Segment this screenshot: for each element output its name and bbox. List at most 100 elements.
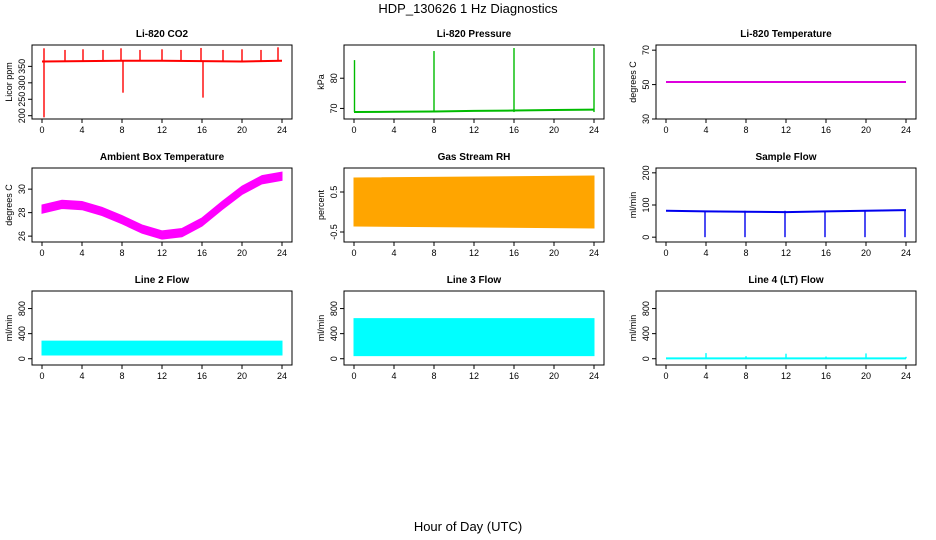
x-tick-label: 20 <box>549 371 559 381</box>
x-tick-label: 20 <box>861 371 871 381</box>
x-tick-label: 8 <box>743 125 748 135</box>
y-tick-label: 350 <box>17 59 27 74</box>
panel-frame <box>655 167 917 243</box>
y-tick-label: 800 <box>641 301 651 316</box>
x-tick-label: 12 <box>781 248 791 258</box>
series-band <box>41 340 283 356</box>
x-tick-label: 8 <box>431 248 436 258</box>
y-tick-label: 200 <box>17 108 27 123</box>
x-tick-label: 8 <box>119 371 124 381</box>
x-tick-label: 4 <box>79 371 84 381</box>
y-tick-label: 50 <box>641 80 651 90</box>
y-axis-label: ml/min <box>628 192 638 219</box>
y-tick-label: 800 <box>329 301 339 316</box>
y-tick-label: 0 <box>17 356 27 361</box>
y-tick-label: 0 <box>641 235 651 240</box>
panel-title: Line 2 Flow <box>135 275 190 286</box>
x-tick-label: 16 <box>197 125 207 135</box>
y-axis-label: ml/min <box>628 315 638 342</box>
x-tick-label: 12 <box>781 371 791 381</box>
y-axis-label: ml/min <box>316 315 326 342</box>
x-tick-label: 24 <box>589 371 599 381</box>
series-line <box>665 209 907 214</box>
y-tick-label: 400 <box>329 326 339 341</box>
plot-area <box>41 340 283 356</box>
x-tick-label: 24 <box>277 125 287 135</box>
y-tick-label: 30 <box>641 114 651 124</box>
plot-area <box>666 353 907 360</box>
x-tick-label: 0 <box>39 248 44 258</box>
y-tick-label: 100 <box>641 197 651 212</box>
x-tick-label: 20 <box>237 125 247 135</box>
x-tick-label: 24 <box>901 248 911 258</box>
x-tick-label: 16 <box>509 248 519 258</box>
x-tick-label: 0 <box>39 371 44 381</box>
x-tick-label: 4 <box>703 125 708 135</box>
x-tick-label: 12 <box>781 125 791 135</box>
x-tick-label: 8 <box>431 371 436 381</box>
x-tick-label: 20 <box>861 125 871 135</box>
y-axis-label: degrees C <box>4 184 14 226</box>
x-tick-label: 16 <box>509 371 519 381</box>
y-axis-label: degrees C <box>628 61 638 103</box>
plot-area <box>665 209 907 238</box>
x-tick-label: 8 <box>743 371 748 381</box>
x-tick-label: 0 <box>663 125 668 135</box>
x-tick-label: 20 <box>549 248 559 258</box>
x-tick-label: 8 <box>743 248 748 258</box>
x-tick-label: 4 <box>391 248 396 258</box>
x-tick-label: 0 <box>351 371 356 381</box>
x-tick-label: 24 <box>589 125 599 135</box>
plot-area <box>353 318 595 357</box>
x-tick-label: 0 <box>351 248 356 258</box>
panel-title: Gas Stream RH <box>438 152 511 163</box>
x-tick-label: 4 <box>391 371 396 381</box>
y-tick-label: 0 <box>641 356 651 361</box>
y-tick-label: -0.5 <box>329 224 339 240</box>
x-tick-label: 20 <box>861 248 871 258</box>
x-tick-label: 4 <box>79 125 84 135</box>
y-tick-label: 400 <box>17 326 27 341</box>
y-tick-label: 800 <box>17 301 27 316</box>
panel-title: Li-820 CO2 <box>136 29 189 40</box>
y-tick-label: 80 <box>329 73 339 83</box>
chart-panel-6: Sample Flow 0 4 8 12 16 20 24 0 100 200 ml/min <box>628 152 917 258</box>
y-tick-label: 70 <box>329 103 339 113</box>
y-tick-label: 30 <box>17 184 27 194</box>
x-tick-label: 24 <box>901 125 911 135</box>
y-tick-label: 26 <box>17 231 27 241</box>
x-tick-label: 20 <box>549 125 559 135</box>
x-tick-label: 0 <box>39 125 44 135</box>
panel-title: Ambient Box Temperature <box>100 152 225 163</box>
x-tick-label: 4 <box>79 248 84 258</box>
x-tick-label: 12 <box>469 371 479 381</box>
y-tick-label: 300 <box>17 75 27 90</box>
y-axis-label: kPa <box>316 74 326 90</box>
x-tick-label: 16 <box>821 248 831 258</box>
y-axis-label: Licor ppm <box>4 62 14 102</box>
x-tick-label: 16 <box>197 248 207 258</box>
x-tick-label: 12 <box>469 125 479 135</box>
x-tick-label: 16 <box>197 371 207 381</box>
panel-title: Line 4 (LT) Flow <box>748 275 824 286</box>
x-tick-label: 4 <box>391 125 396 135</box>
x-tick-label: 24 <box>901 371 911 381</box>
panel-title: Line 3 Flow <box>447 275 502 286</box>
x-tick-label: 0 <box>663 371 668 381</box>
plot-area <box>353 48 595 114</box>
x-tick-label: 24 <box>277 248 287 258</box>
x-tick-label: 4 <box>703 371 708 381</box>
x-tick-label: 0 <box>351 125 356 135</box>
x-tick-label: 12 <box>157 371 167 381</box>
y-axis-label: percent <box>316 189 326 220</box>
series-band <box>41 171 283 240</box>
x-tick-label: 20 <box>237 248 247 258</box>
series-line <box>353 108 595 114</box>
